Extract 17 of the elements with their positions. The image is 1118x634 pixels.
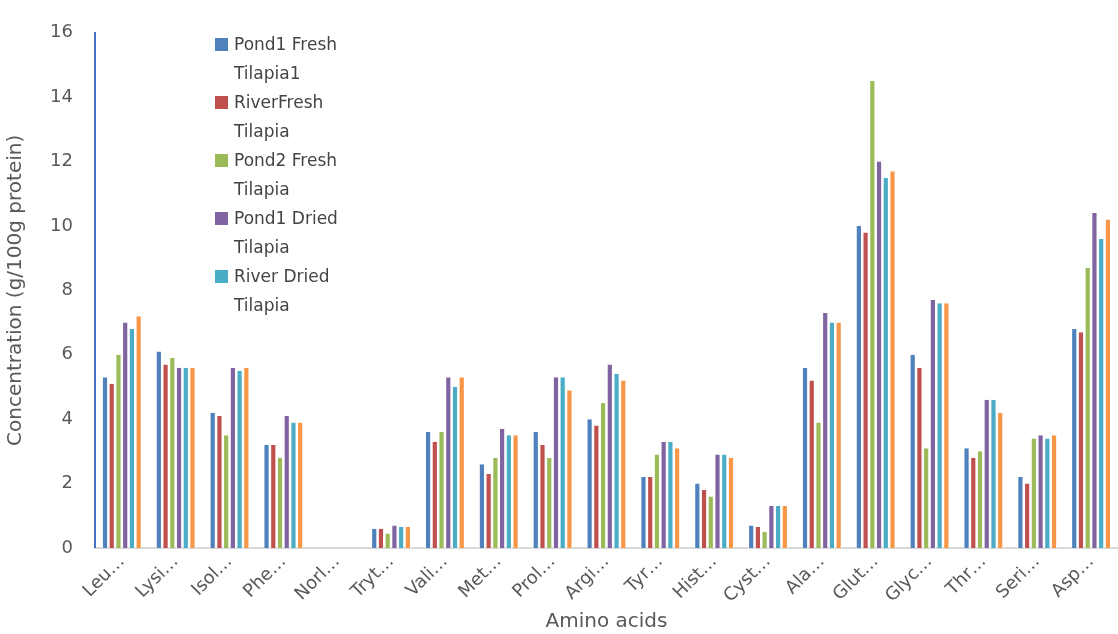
y-tick-label: 14 — [50, 84, 73, 106]
y-tick-label: 2 — [61, 471, 73, 493]
legend-label: River Dried Tilapia — [234, 265, 331, 317]
y-tick-label: 16 — [50, 20, 73, 42]
legend-label: Pond1 Fresh Tilapia1 — [234, 33, 339, 85]
legend-label: Pond2 Fresh Tilapia — [234, 149, 339, 201]
y-tick-label: 8 — [61, 278, 73, 300]
legend-label: RiverFresh Tilapia — [234, 91, 325, 143]
legend-label: Pond1 Dried Tilapia — [234, 207, 339, 259]
x-tick-label: Tyr… — [619, 549, 667, 597]
y-tick-label: 0 — [61, 535, 73, 557]
y-axis-title: Concentration (g/100g protein) — [2, 134, 27, 446]
y-tick-label: 6 — [61, 342, 73, 364]
x-axis-title: Amino acids — [545, 608, 668, 633]
y-tick-label: 10 — [50, 213, 73, 235]
y-tick-label: 12 — [50, 149, 73, 171]
y-tick-label: 4 — [61, 406, 73, 428]
